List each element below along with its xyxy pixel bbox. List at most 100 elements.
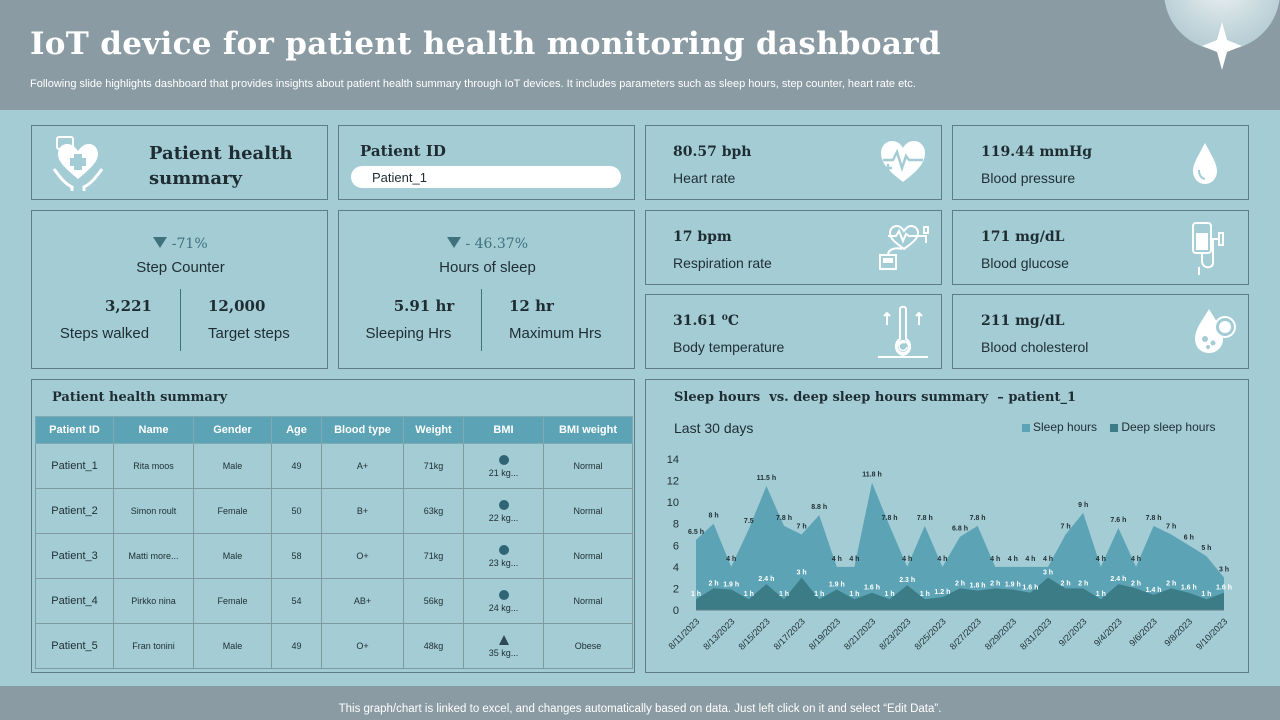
table-cell: A+ [321,443,404,489]
deep-sleep-data-label: 1.2 h [934,589,950,596]
table-cell: Male [193,533,272,579]
deep-sleep-data-label: 1.6 h [864,585,880,592]
table-cell: 48kg [403,623,464,669]
table-cell: Rita moos [113,443,194,489]
sleep-data-label: 4 h [1043,556,1053,563]
col-header[interactable]: BMI [463,416,544,444]
iv-bag-icon [1192,222,1224,275]
patient-id-input[interactable] [351,166,621,188]
deep-sleep-data-label: 1.6 h [1181,585,1197,592]
patient-table-card: Patient health summary Patient ID Name G… [31,379,635,673]
table-cell: Male [193,623,272,669]
table-cell: Patient_5 [35,623,114,669]
x-tick-label: 8/31/2023 [1018,616,1053,651]
sleep-data-label: 4 h [937,556,947,563]
chart-subtitle: Last 30 days [674,420,754,436]
deep-sleep-data-label: 1.8 h [970,583,986,590]
page-subtitle: Following slide highlights dashboard tha… [30,78,916,90]
table-cell: 71kg [403,533,464,579]
sleep-area-chart[interactable]: 0 2 4 6 8 10 12 14 6.5 h 8 h 4 h 7.5 11.5 h 7.8 h 7 h 8… [646,380,1248,672]
table-row[interactable]: Patient_1 Rita moos Male 49 A+ 71kg 21 kg... No… [35,443,633,489]
legend-swatch-sleep [1022,423,1030,432]
table-row[interactable]: Patient_5 Fran tonini Male 49 O+ 48kg 35 kg...… [35,623,633,669]
y-tick-label: 6 [673,540,679,552]
y-tick-label: 4 [673,562,679,574]
table-cell: Patient_1 [35,443,114,489]
table-cell: Normal [543,533,633,579]
bmi-value: 35 kg... [488,647,519,658]
sleep-data-label: 7.8 h [882,515,898,522]
sleep-data-label: 9 h [1078,502,1088,509]
blood-drop-icon [1193,143,1217,184]
patient-id-card: Patient ID [338,125,635,200]
thermometer-icon [878,305,928,358]
footer-bar: This graph/chart is linked to excel, and… [0,686,1280,720]
deep-sleep-data-label: 2 h [1078,580,1088,587]
col-header[interactable]: Patient ID [35,416,114,444]
blood-pressure-value: 119.44 mmHg [981,144,1093,160]
sleep-data-label: 4 h [726,556,736,563]
sleep-data-label: 3 h [1219,567,1229,574]
down-triangle-icon [446,237,461,248]
heart-pulse-icon [881,141,925,182]
deep-sleep-data-label: 2 h [1166,580,1176,587]
header-banner: IoT device for patient health monitoring… [0,0,1280,110]
deep-sleep-data-label: 2 h [990,580,1000,587]
deep-sleep-data-label: 2 h [709,580,719,587]
x-tick-label: 9/6/2023 [1127,616,1159,648]
sleep-data-label: 4 h [1008,556,1018,563]
table-cell: Normal [543,488,633,534]
max-hrs-label: Maximum Hrs [509,325,602,342]
bmi-value: 22 kg... [488,512,519,523]
step-counter-card: -71% Step Counter 3,221 Steps walked 12,… [31,210,328,369]
table-cell: 49 [271,443,322,489]
patient-summary-card: Patient health summary [31,125,328,200]
summary-title-line1: Patient health [149,143,293,164]
max-hrs-value: 12 hr [509,297,554,315]
chart-title: Sleep hours vs. deep sleep hours summary… [674,390,1077,405]
sleep-data-label: 7.8 h [776,515,792,522]
deep-sleep-data-label: 1 h [779,591,789,598]
deep-sleep-data-label: 2.4 h [758,576,774,583]
table-title: Patient health summary [52,390,228,405]
x-tick-label: 8/13/2023 [701,616,736,651]
table-cell: Simon roult [113,488,194,534]
col-header[interactable]: BMI weight [543,416,633,444]
col-header[interactable]: Blood type [321,416,404,444]
deep-sleep-data-label: 1 h [1096,591,1106,598]
col-header[interactable]: Name [113,416,194,444]
x-tick-label: 9/2/2023 [1057,616,1089,648]
blood-glucose-card: 171 mg/dL Blood glucose [952,210,1249,285]
steps-walked-value: 3,221 [105,297,152,315]
chart-legend: Sleep hours Deep sleep hours [1022,420,1215,434]
y-tick-label: 10 [667,497,679,509]
sleep-data-label: 4 h [849,556,859,563]
x-tick-label: 8/21/2023 [842,616,877,651]
table-row[interactable]: Patient_3 Matti more... Male 58 O+ 71kg 23 kg.… [35,533,633,579]
x-tick-label: 8/19/2023 [807,616,842,651]
table-row[interactable]: Patient_2 Simon roult Female 50 B+ 63kg 22 kg.… [35,488,633,534]
table-row[interactable]: Patient_4 Pirkko nina Female 54 AB+ 56kg 24 kg… [35,578,633,624]
bmi-value: 24 kg... [488,602,519,613]
col-header[interactable]: Gender [193,416,272,444]
y-tick-label: 8 [673,519,679,531]
step-percent: -71% [171,236,208,252]
x-tick-label: 8/17/2023 [772,616,807,651]
col-header[interactable]: Age [271,416,322,444]
steps-walked-label: Steps walked [59,325,150,342]
sleep-data-label: 4 h [902,556,912,563]
col-header[interactable]: Weight [403,416,464,444]
table-cell: 71kg [403,443,464,489]
sleep-data-label: 4 h [1096,556,1106,563]
body-temperature-label: Body temperature [673,339,785,355]
respiration-rate-value: 17 bpm [673,229,732,245]
bmi-value: 21 kg... [488,467,519,478]
x-tick-label: 8/29/2023 [983,616,1018,651]
deep-sleep-data-label: 2.3 h [899,577,915,584]
table-cell: Matti more... [113,533,194,579]
table-cell: Fran tonini [113,623,194,669]
cholesterol-drop-icon [1195,309,1236,353]
body-temperature-card: 31.61 ⁰C Body temperature [645,294,942,369]
deep-sleep-data-label: 1 h [920,591,930,598]
blood-pressure-card: 119.44 mmHg Blood pressure [952,125,1249,200]
